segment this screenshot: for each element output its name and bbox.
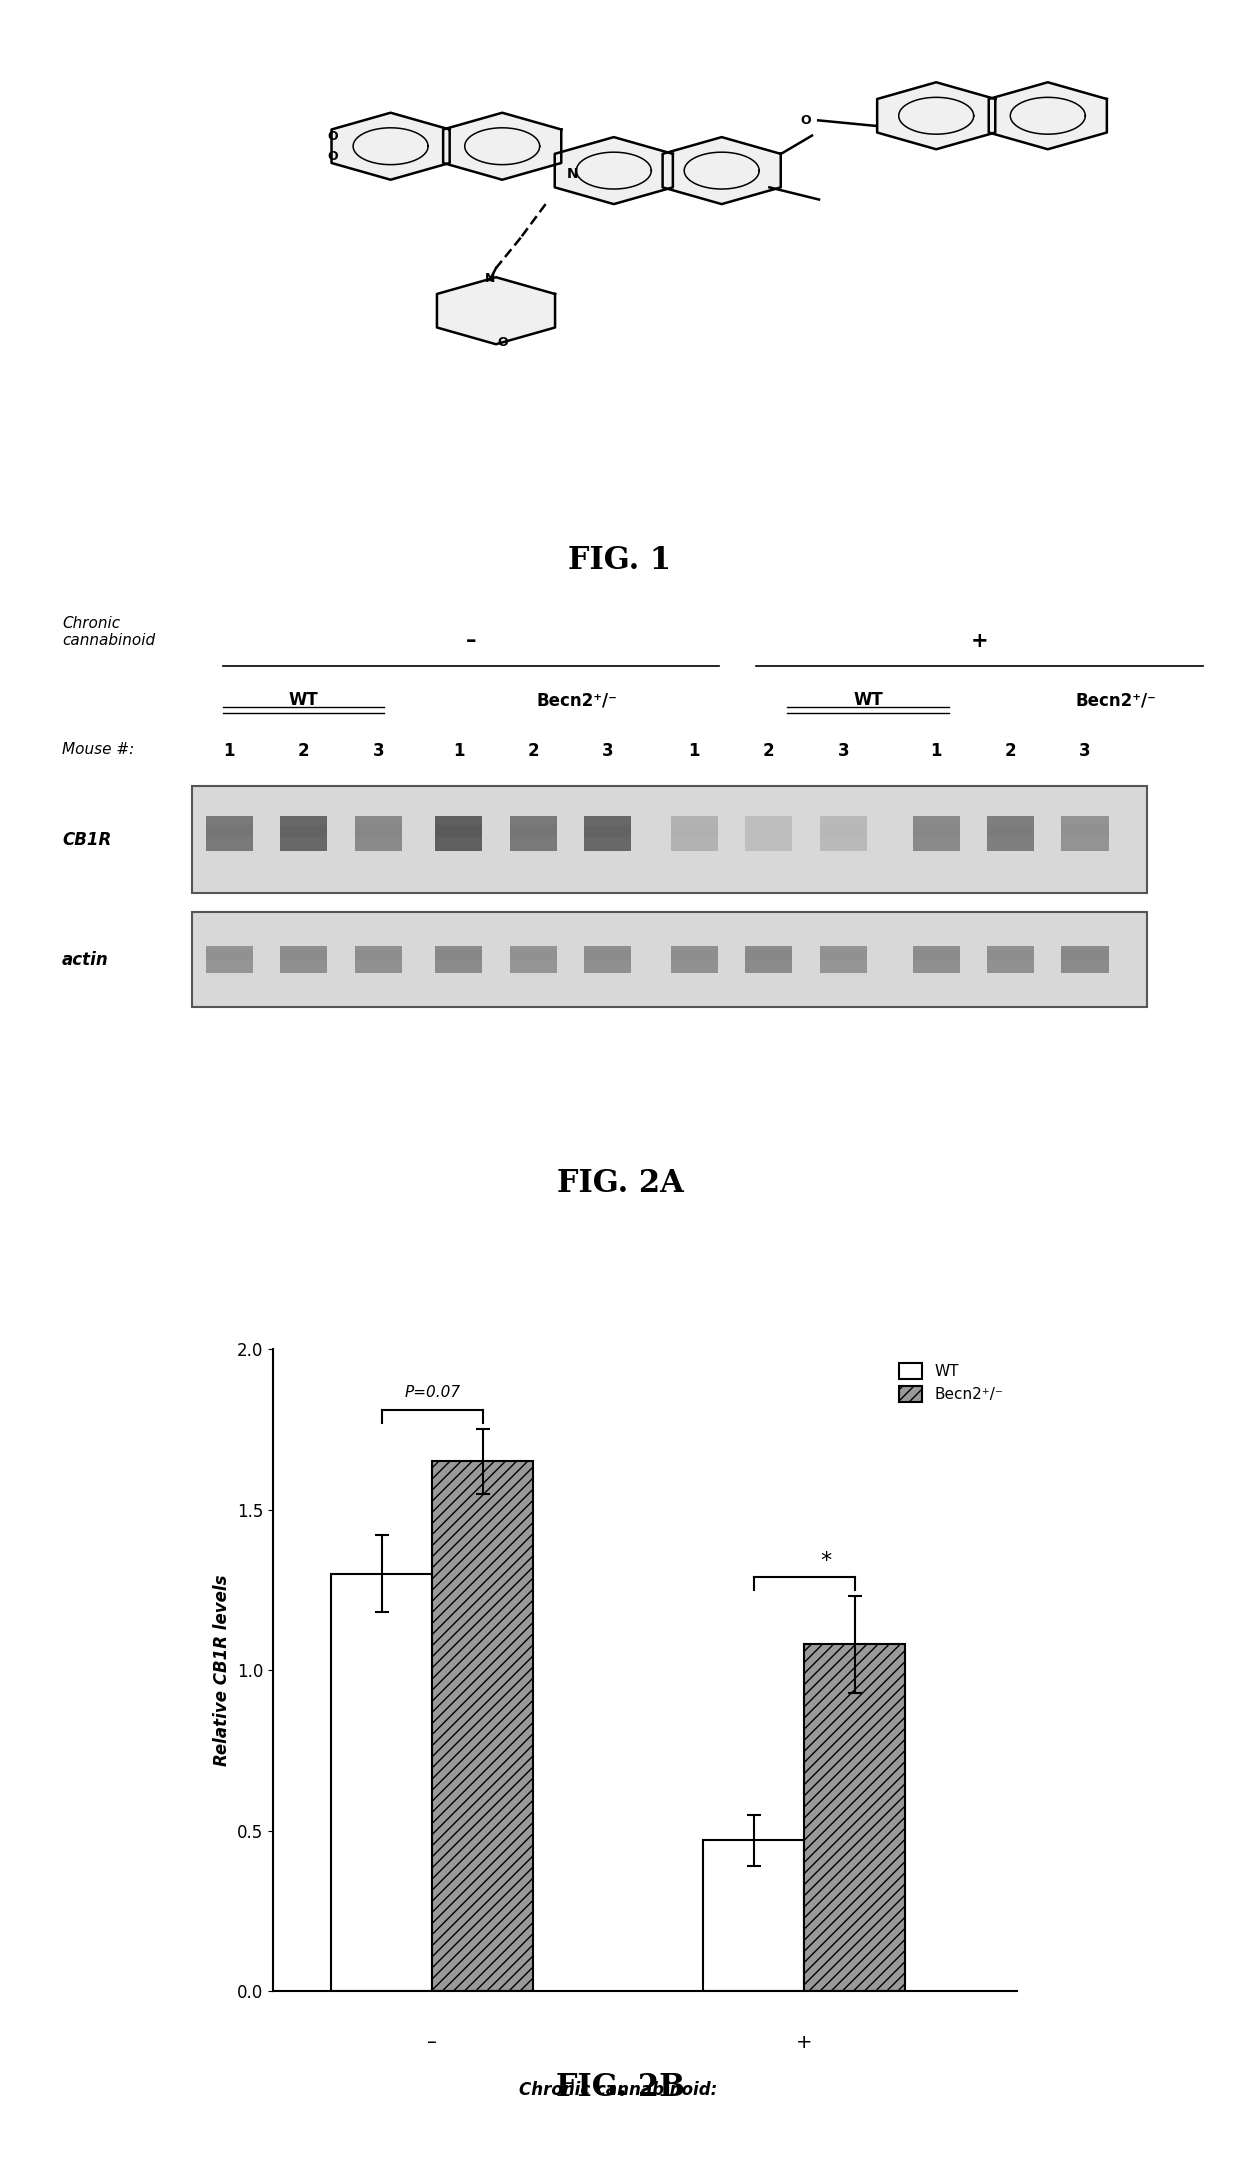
Text: 1: 1 — [930, 742, 942, 759]
Text: Becn2⁺/⁻: Becn2⁺/⁻ — [536, 692, 618, 709]
Bar — [584, 825, 631, 838]
Polygon shape — [988, 83, 1107, 150]
Bar — [745, 816, 792, 851]
Text: 3: 3 — [837, 742, 849, 759]
Text: 3: 3 — [1079, 742, 1091, 759]
Bar — [913, 947, 960, 973]
Bar — [355, 825, 402, 838]
Bar — [206, 951, 253, 960]
Text: +: + — [971, 631, 988, 651]
Bar — [671, 825, 718, 838]
Text: 1: 1 — [688, 742, 701, 759]
Bar — [584, 816, 631, 851]
Polygon shape — [443, 113, 562, 181]
Polygon shape — [662, 137, 781, 205]
Polygon shape — [554, 137, 673, 205]
Bar — [1061, 816, 1109, 851]
Text: WT: WT — [289, 692, 319, 709]
Bar — [280, 951, 327, 960]
Bar — [987, 825, 1034, 838]
Bar — [913, 816, 960, 851]
Text: O: O — [327, 150, 339, 163]
Bar — [192, 786, 1147, 892]
Bar — [435, 825, 482, 838]
Text: Mouse #:: Mouse #: — [62, 742, 134, 757]
Bar — [820, 816, 867, 851]
Bar — [745, 951, 792, 960]
Bar — [1061, 951, 1109, 960]
Bar — [671, 816, 718, 851]
Bar — [584, 947, 631, 973]
Bar — [703, 1841, 805, 1991]
Bar — [510, 825, 557, 838]
Bar — [206, 947, 253, 973]
Text: CB1R: CB1R — [62, 831, 112, 849]
Bar — [331, 1573, 433, 1991]
Text: O: O — [497, 335, 507, 348]
Text: 1: 1 — [223, 742, 236, 759]
Text: 2: 2 — [527, 742, 539, 759]
Bar — [206, 816, 253, 851]
Bar — [192, 912, 1147, 1007]
Text: –: – — [466, 631, 476, 651]
Bar — [820, 951, 867, 960]
Text: actin: actin — [62, 951, 109, 968]
Text: N: N — [567, 168, 579, 181]
Text: FIG. 2B: FIG. 2B — [556, 2072, 684, 2102]
Bar — [820, 947, 867, 973]
Bar — [671, 951, 718, 960]
Bar — [987, 951, 1034, 960]
Polygon shape — [331, 113, 450, 181]
Bar — [510, 947, 557, 973]
Text: O: O — [327, 131, 339, 144]
Text: N: N — [485, 272, 495, 285]
Text: FIG. 2A: FIG. 2A — [557, 1169, 683, 1199]
Text: 2: 2 — [1004, 742, 1017, 759]
Bar — [206, 825, 253, 838]
Polygon shape — [877, 83, 996, 150]
Bar — [280, 825, 327, 838]
Bar — [355, 947, 402, 973]
Text: 2: 2 — [298, 742, 310, 759]
Polygon shape — [436, 276, 556, 344]
Bar — [584, 951, 631, 960]
Text: –: – — [428, 2032, 438, 2052]
Bar — [913, 951, 960, 960]
Bar — [510, 951, 557, 960]
Text: O: O — [801, 113, 811, 126]
Bar — [355, 816, 402, 851]
Text: FIG. 1: FIG. 1 — [568, 544, 672, 577]
Bar — [820, 825, 867, 838]
Bar — [435, 947, 482, 973]
Bar — [805, 1645, 905, 1991]
Bar — [280, 816, 327, 851]
Text: *: * — [820, 1551, 831, 1571]
Bar — [671, 947, 718, 973]
Bar — [510, 816, 557, 851]
Bar — [1061, 825, 1109, 838]
Bar — [435, 816, 482, 851]
Text: 2: 2 — [763, 742, 775, 759]
Text: P=0.07: P=0.07 — [404, 1386, 460, 1401]
Text: Chronic
cannabinoid: Chronic cannabinoid — [62, 616, 155, 648]
Bar — [987, 947, 1034, 973]
Text: WT: WT — [853, 692, 883, 709]
Text: 1: 1 — [453, 742, 465, 759]
Bar — [435, 951, 482, 960]
Text: 3: 3 — [601, 742, 614, 759]
Bar — [1061, 947, 1109, 973]
Bar — [745, 947, 792, 973]
Y-axis label: Relative CB1R levels: Relative CB1R levels — [213, 1573, 231, 1767]
Text: 3: 3 — [372, 742, 384, 759]
Legend: WT, Becn2⁺/⁻: WT, Becn2⁺/⁻ — [893, 1358, 1009, 1408]
Bar — [913, 825, 960, 838]
Text: +: + — [796, 2032, 812, 2052]
Bar — [280, 947, 327, 973]
Bar — [433, 1462, 533, 1991]
Text: Chronic cannabinoid:: Chronic cannabinoid: — [520, 2080, 718, 2100]
Bar — [987, 816, 1034, 851]
Bar — [745, 825, 792, 838]
Text: Becn2⁺/⁻: Becn2⁺/⁻ — [1075, 692, 1157, 709]
Bar — [355, 951, 402, 960]
